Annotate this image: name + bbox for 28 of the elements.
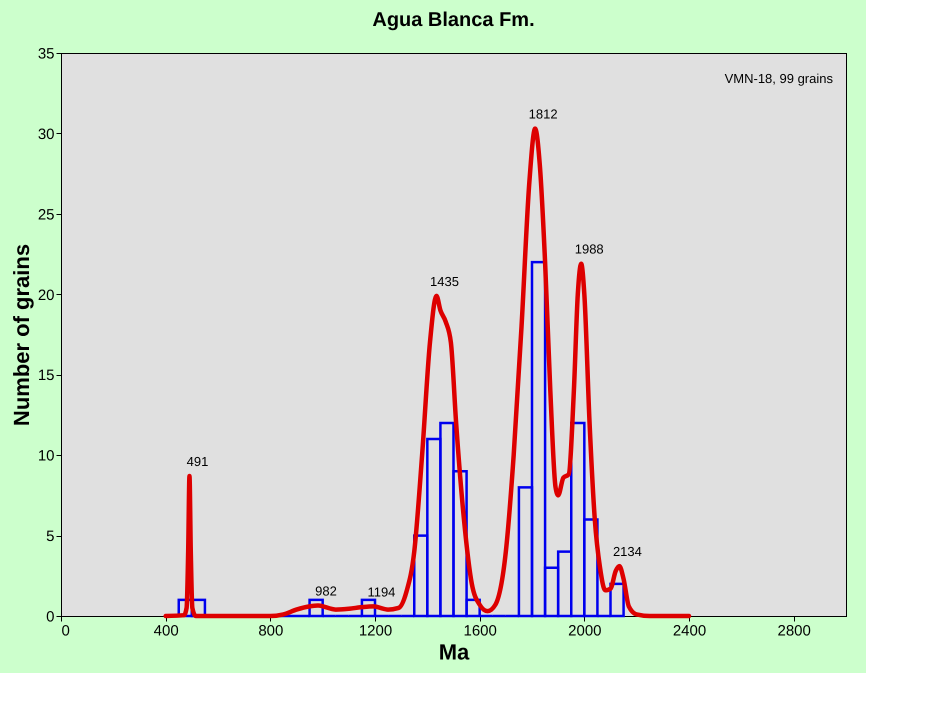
- x-tick-label: 800: [258, 622, 284, 640]
- annotation: 1812: [528, 106, 558, 122]
- y-tick-label: 15: [38, 367, 54, 384]
- y-tick-label: 30: [38, 126, 54, 143]
- y-tick-label: 25: [38, 206, 54, 224]
- y-tick-label: 10: [38, 448, 54, 465]
- annotation: VMN-18, 99 grains: [724, 71, 834, 86]
- y-axis-title: Number of grains: [8, 244, 34, 426]
- annotation: 1194: [367, 584, 396, 600]
- x-tick-label: 1600: [463, 622, 497, 640]
- annotation: 491: [186, 454, 208, 470]
- y-tick-label: 5: [46, 528, 54, 546]
- x-axis-title: Ma: [438, 640, 470, 664]
- annotation: 982: [315, 584, 337, 599]
- annotation: 1435: [430, 274, 459, 289]
- x-tick-label: 2800: [777, 622, 811, 640]
- y-tick-label: 20: [38, 286, 54, 304]
- y-tick-label: 35: [38, 46, 54, 62]
- annotation: 1988: [574, 242, 604, 257]
- x-tick-label: 0: [62, 622, 70, 640]
- chart-title: Agua Blanca Fm.: [372, 9, 535, 31]
- annotation: 2134: [612, 544, 642, 560]
- x-tick-label: 2400: [672, 622, 706, 640]
- x-tick-label: 2000: [568, 622, 602, 640]
- x-tick-label: 400: [154, 622, 179, 640]
- x-tick-label: 1200: [358, 622, 392, 640]
- line-series: [163, 126, 692, 618]
- y-tick-label: 0: [46, 608, 54, 626]
